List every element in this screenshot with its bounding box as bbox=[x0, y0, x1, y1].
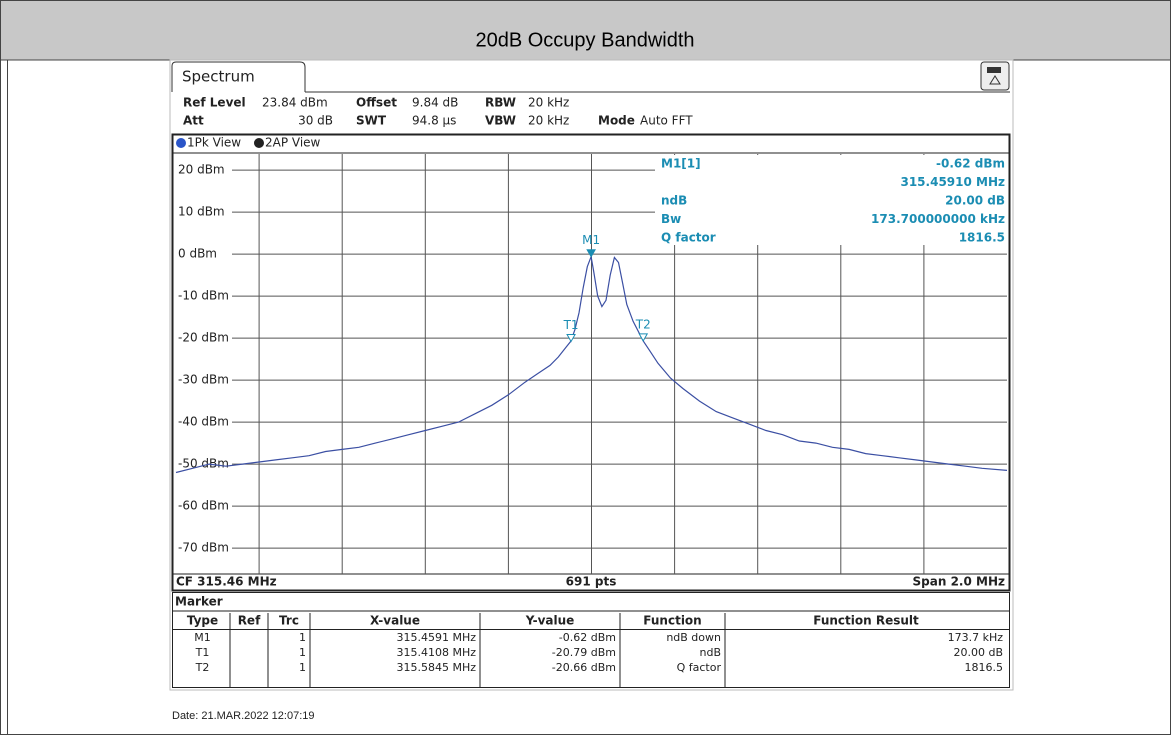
table-frame bbox=[172, 592, 1010, 688]
table-header: Type bbox=[187, 614, 218, 628]
table-header: Ref bbox=[238, 614, 261, 628]
setting-label: Mode bbox=[598, 114, 635, 128]
table-cell: 315.5845 MHz bbox=[396, 661, 476, 674]
table-cell: -0.62 dBm bbox=[559, 631, 616, 644]
setting-label: Att bbox=[183, 114, 204, 128]
table-title: Marker bbox=[175, 595, 223, 609]
table-header: X-value bbox=[370, 614, 420, 628]
setting-value: 20 kHz bbox=[528, 96, 569, 110]
y-tick-label: 10 dBm bbox=[178, 205, 225, 219]
marker bbox=[566, 333, 576, 343]
y-tick-label: -30 dBm bbox=[178, 373, 229, 387]
icon-part bbox=[987, 67, 1001, 73]
y-tick-label: 0 dBm bbox=[178, 247, 217, 261]
table-cell: 1816.5 bbox=[965, 661, 1004, 674]
page-title: 20dB Occupy Bandwidth bbox=[475, 29, 694, 51]
view-dot bbox=[254, 138, 264, 148]
setting-value: 30 dB bbox=[298, 114, 333, 128]
table-cell: 1 bbox=[299, 661, 306, 674]
setting-label: SWT bbox=[356, 114, 387, 128]
view-label: 1Pk View bbox=[187, 136, 241, 150]
y-tick-label: 20 dBm bbox=[178, 163, 225, 177]
readout-value: 1816.5 bbox=[959, 231, 1005, 245]
table-cell: -20.79 dBm bbox=[552, 646, 616, 659]
y-tick-label: -20 dBm bbox=[178, 331, 229, 345]
trace bbox=[175, 254, 1008, 474]
readout-label: Bw bbox=[661, 212, 681, 226]
tab-label: Spectrum bbox=[182, 68, 255, 86]
table-cell: T1 bbox=[195, 646, 210, 659]
table-cell: 315.4108 MHz bbox=[396, 646, 476, 659]
marker bbox=[638, 333, 649, 342]
y-tick-label: -60 dBm bbox=[178, 499, 229, 513]
table-cell: 173.7 kHz bbox=[948, 631, 1004, 644]
setting-value: 23.84 dBm bbox=[262, 96, 328, 110]
footer: Span 2.0 MHz bbox=[913, 575, 1005, 589]
footer: 691 pts bbox=[566, 575, 617, 589]
table-cell: 20.00 dB bbox=[953, 646, 1003, 659]
view-dot bbox=[176, 138, 186, 148]
marker-label: T2 bbox=[635, 317, 651, 331]
readout-label: M1[1] bbox=[661, 157, 701, 171]
view-label: 2AP View bbox=[265, 136, 321, 150]
marker-label: T1 bbox=[563, 318, 579, 332]
table-cell: 1 bbox=[299, 646, 306, 659]
setting-label: Ref Level bbox=[183, 96, 246, 110]
table-cell: T2 bbox=[195, 661, 210, 674]
readout-value: -0.62 dBm bbox=[936, 157, 1005, 171]
tab bbox=[171, 61, 306, 92]
setting-value: 94.8 µs bbox=[412, 114, 456, 128]
setting-value: 20 kHz bbox=[528, 114, 569, 128]
table-header: Y-value bbox=[525, 614, 575, 628]
y-tick-label: -40 dBm bbox=[178, 415, 229, 429]
table-cell: ndB bbox=[699, 646, 721, 659]
readout-label: ndB bbox=[661, 194, 687, 208]
setting-label: Offset bbox=[356, 96, 397, 110]
y-tick-label: -50 dBm bbox=[178, 457, 229, 471]
table-cell: Q factor bbox=[677, 661, 722, 674]
table-cell: M1 bbox=[194, 631, 211, 644]
title-bar bbox=[0, 0, 1171, 60]
table-cell: -20.66 dBm bbox=[552, 661, 616, 674]
marker-label: M1 bbox=[582, 233, 600, 247]
readout-value: 173.700000000 kHz bbox=[871, 212, 1005, 226]
table-header: Trc bbox=[279, 614, 299, 628]
table-header: Function Result bbox=[813, 614, 919, 628]
icon-part bbox=[989, 75, 1001, 85]
setting-value: Auto FFT bbox=[640, 114, 693, 128]
readout-label: Q factor bbox=[661, 231, 716, 245]
marker bbox=[586, 249, 596, 258]
footer: CF 315.46 MHz bbox=[176, 575, 277, 589]
setting-label: RBW bbox=[485, 96, 516, 110]
y-tick-label: -70 dBm bbox=[178, 541, 229, 555]
table-cell: 315.4591 MHz bbox=[396, 631, 476, 644]
table-cell: 1 bbox=[299, 631, 306, 644]
date: Date: 21.MAR.2022 12:07:19 bbox=[172, 710, 314, 722]
setting-value: 9.84 dB bbox=[412, 96, 458, 110]
y-tick-label: -10 dBm bbox=[178, 289, 229, 303]
table-cell: ndB down bbox=[666, 631, 721, 644]
readout-value: 315.45910 MHz bbox=[900, 175, 1005, 189]
setting-label: VBW bbox=[485, 114, 516, 128]
readout-value: 20.00 dB bbox=[945, 194, 1005, 208]
table-header: Function bbox=[643, 614, 701, 628]
readout-bg bbox=[655, 155, 1007, 245]
